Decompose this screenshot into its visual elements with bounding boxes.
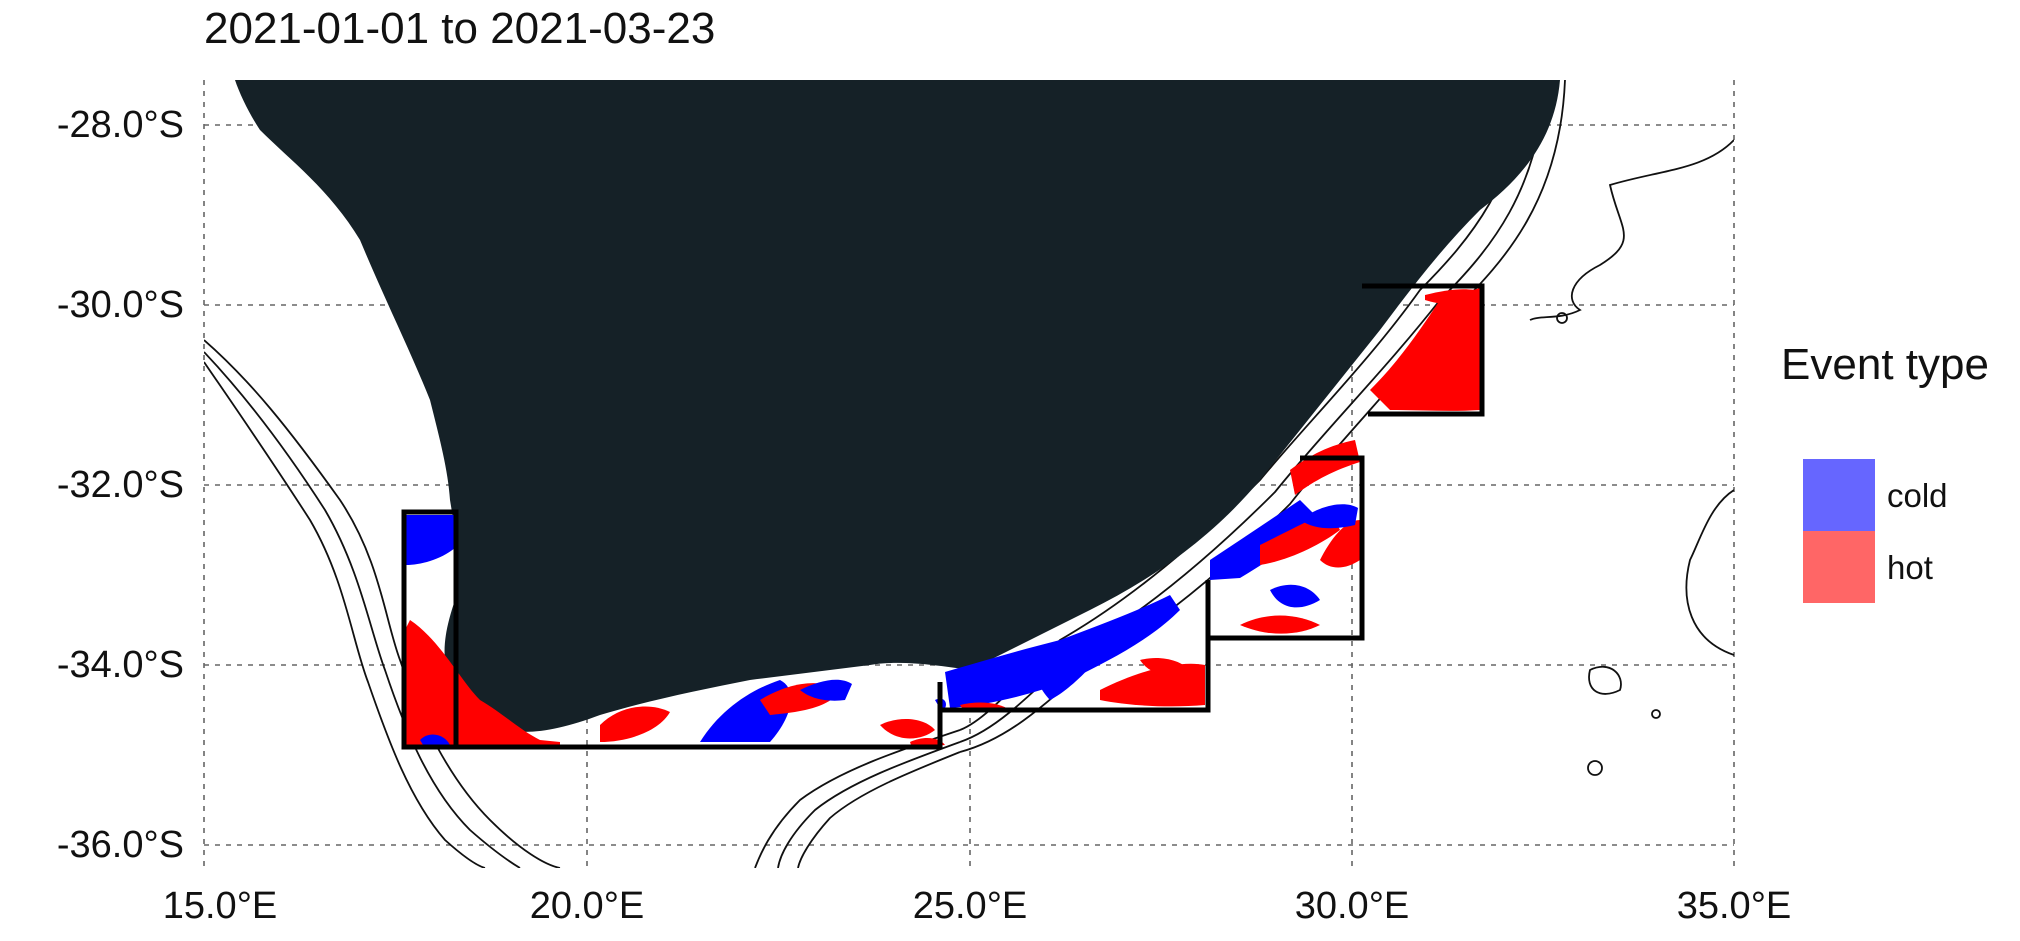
- y-tick-label: -28.0°S: [57, 104, 184, 146]
- legend-title: Event type: [1781, 340, 1989, 389]
- y-tick-label: -34.0°S: [57, 644, 184, 686]
- x-tick-label: 35.0°E: [1677, 885, 1792, 927]
- land-mass: [235, 80, 1560, 732]
- legend-swatch-hot: [1803, 531, 1875, 603]
- map-title: 2021-01-01 to 2021-03-23: [204, 4, 716, 53]
- y-axis-labels: -28.0°S -30.0°S -32.0°S -34.0°S -36.0°S: [57, 104, 184, 866]
- y-tick-label: -32.0°S: [57, 464, 184, 506]
- legend-swatch-cold: [1803, 459, 1875, 531]
- y-tick-label: -30.0°S: [57, 284, 184, 326]
- legend-label-cold: cold: [1887, 477, 1948, 514]
- region-boxes: [401, 283, 1485, 750]
- x-axis-labels: 15.0°E 20.0°E 25.0°E 30.0°E 35.0°E: [163, 885, 1792, 927]
- x-tick-label: 30.0°E: [1295, 885, 1410, 927]
- x-tick-label: 20.0°E: [530, 885, 645, 927]
- event-patches: [405, 288, 1480, 748]
- x-tick-label: 15.0°E: [163, 885, 278, 927]
- legend-item-cold: cold: [1803, 459, 2003, 531]
- y-tick-label: -36.0°S: [57, 824, 184, 866]
- legend-item-hot: hot: [1803, 531, 2003, 603]
- x-tick-label: 25.0°E: [913, 885, 1028, 927]
- legend-label-hot: hot: [1887, 549, 1933, 586]
